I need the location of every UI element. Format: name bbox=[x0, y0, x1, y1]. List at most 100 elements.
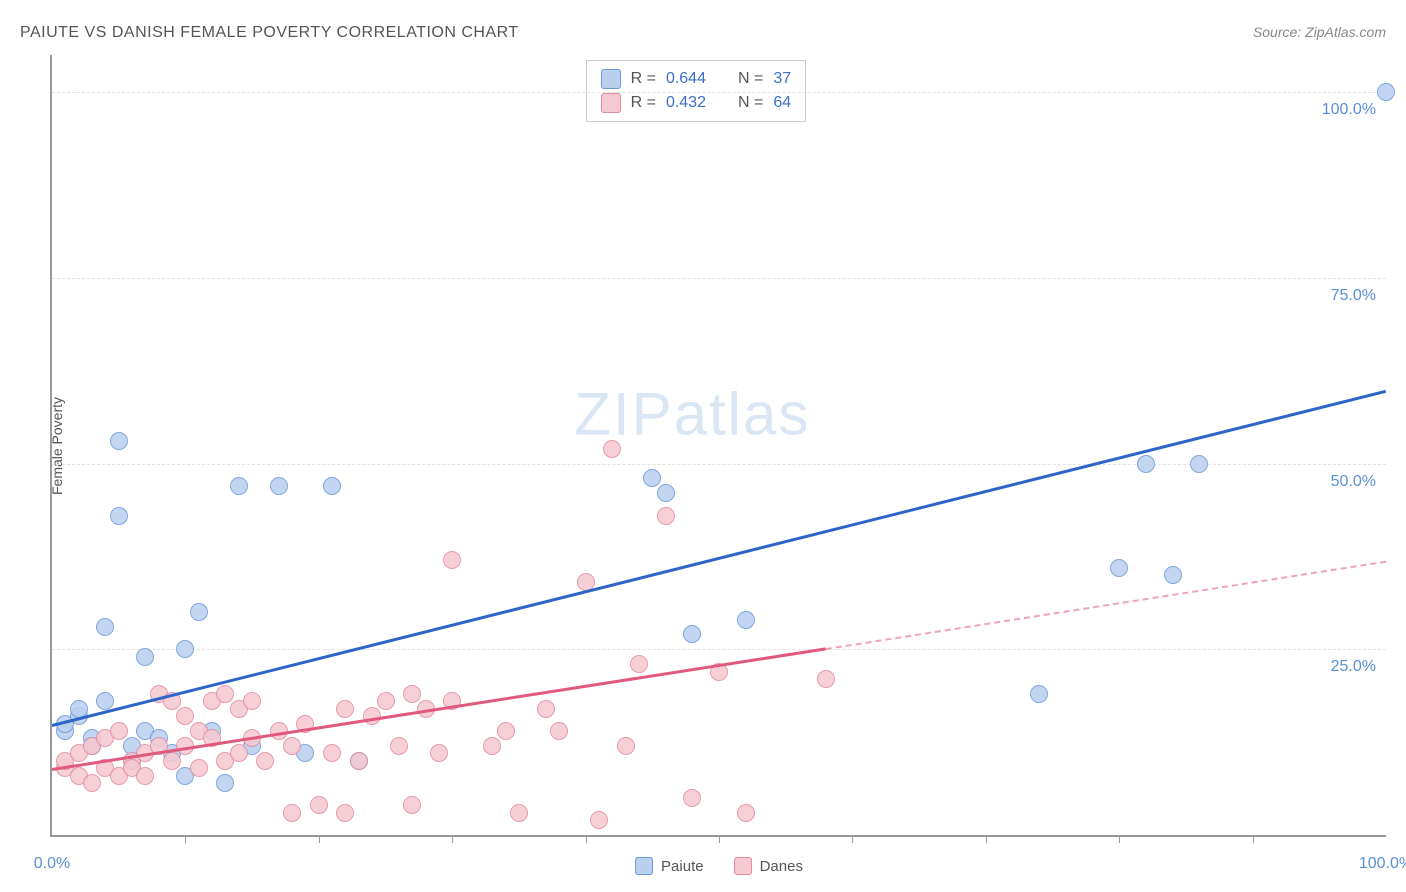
data-point bbox=[737, 804, 755, 822]
x-tick bbox=[319, 835, 320, 843]
data-point bbox=[683, 625, 701, 643]
data-point bbox=[443, 551, 461, 569]
r-label: R = bbox=[631, 94, 656, 112]
gridline bbox=[52, 278, 1386, 279]
x-tick bbox=[452, 835, 453, 843]
data-point bbox=[256, 752, 274, 770]
data-point bbox=[590, 811, 608, 829]
data-point bbox=[96, 692, 114, 710]
x-tick bbox=[1119, 835, 1120, 843]
data-point bbox=[403, 796, 421, 814]
data-point bbox=[136, 648, 154, 666]
stats-legend-box: R = 0.644 N = 37 R = 0.432 N = 64 bbox=[586, 60, 807, 122]
legend-item: Paiute bbox=[635, 857, 704, 875]
data-point bbox=[110, 722, 128, 740]
y-tick-label: 50.0% bbox=[1331, 473, 1376, 491]
plot-area: ZIPatlas R =0.644N =37R =0.432N =64 Paiu… bbox=[50, 55, 1386, 837]
data-point bbox=[323, 477, 341, 495]
legend-swatch bbox=[601, 93, 621, 113]
data-point bbox=[497, 722, 515, 740]
y-tick-label: 75.0% bbox=[1331, 287, 1376, 305]
data-point bbox=[176, 707, 194, 725]
data-point bbox=[1377, 83, 1395, 101]
n-label: N = bbox=[738, 70, 763, 88]
data-point bbox=[737, 611, 755, 629]
data-point bbox=[377, 692, 395, 710]
data-point bbox=[1030, 685, 1048, 703]
gridline bbox=[52, 92, 1386, 93]
legend-label: Danes bbox=[760, 858, 803, 875]
legend-item: Danes bbox=[734, 857, 803, 875]
gridline bbox=[52, 649, 1386, 650]
source-attribution: Source: ZipAtlas.com bbox=[1253, 24, 1386, 40]
r-value: 0.644 bbox=[666, 70, 706, 88]
n-value: 64 bbox=[773, 94, 791, 112]
data-point bbox=[323, 744, 341, 762]
legend-label: Paiute bbox=[661, 858, 704, 875]
y-tick-label: 25.0% bbox=[1331, 658, 1376, 676]
data-point bbox=[336, 700, 354, 718]
data-point bbox=[403, 685, 421, 703]
data-point bbox=[310, 796, 328, 814]
x-tick bbox=[986, 835, 987, 843]
data-point bbox=[176, 640, 194, 658]
data-point bbox=[1110, 559, 1128, 577]
x-tick-label: 100.0% bbox=[1359, 855, 1406, 873]
data-point bbox=[1190, 455, 1208, 473]
x-tick bbox=[586, 835, 587, 843]
legend-swatch bbox=[601, 69, 621, 89]
chart-title: PAIUTE VS DANISH FEMALE POVERTY CORRELAT… bbox=[20, 24, 519, 42]
data-point bbox=[817, 670, 835, 688]
watermark: ZIPatlas bbox=[574, 379, 810, 448]
legend-swatch bbox=[734, 857, 752, 875]
data-point bbox=[136, 767, 154, 785]
data-point bbox=[510, 804, 528, 822]
data-point bbox=[110, 432, 128, 450]
x-tick bbox=[185, 835, 186, 843]
data-point bbox=[430, 744, 448, 762]
data-point bbox=[230, 744, 248, 762]
data-point bbox=[1137, 455, 1155, 473]
r-value: 0.432 bbox=[666, 94, 706, 112]
gridline bbox=[52, 464, 1386, 465]
trend-line bbox=[826, 560, 1387, 650]
data-point bbox=[657, 484, 675, 502]
data-point bbox=[230, 477, 248, 495]
data-point bbox=[243, 692, 261, 710]
data-point bbox=[83, 774, 101, 792]
data-point bbox=[643, 469, 661, 487]
data-point bbox=[283, 804, 301, 822]
data-point bbox=[110, 507, 128, 525]
data-point bbox=[190, 603, 208, 621]
data-point bbox=[96, 618, 114, 636]
series-legend: Paiute Danes bbox=[635, 857, 803, 875]
data-point bbox=[1164, 566, 1182, 584]
chart-container: PAIUTE VS DANISH FEMALE POVERTY CORRELAT… bbox=[0, 0, 1406, 892]
data-point bbox=[350, 752, 368, 770]
data-point bbox=[216, 685, 234, 703]
n-label: N = bbox=[738, 94, 763, 112]
data-point bbox=[657, 507, 675, 525]
data-point bbox=[336, 804, 354, 822]
x-tick bbox=[719, 835, 720, 843]
x-tick-label: 0.0% bbox=[34, 855, 70, 873]
data-point bbox=[550, 722, 568, 740]
data-point bbox=[190, 759, 208, 777]
stats-row: R = 0.644 N = 37 bbox=[601, 67, 792, 91]
data-point bbox=[270, 477, 288, 495]
stats-row: R = 0.432 N = 64 bbox=[601, 91, 792, 115]
data-point bbox=[617, 737, 635, 755]
data-point bbox=[390, 737, 408, 755]
data-point bbox=[537, 700, 555, 718]
x-tick bbox=[852, 835, 853, 843]
y-tick-label: 100.0% bbox=[1322, 101, 1376, 119]
data-point bbox=[216, 774, 234, 792]
legend-swatch bbox=[635, 857, 653, 875]
data-point bbox=[483, 737, 501, 755]
r-label: R = bbox=[631, 70, 656, 88]
data-point bbox=[283, 737, 301, 755]
data-point bbox=[683, 789, 701, 807]
n-value: 37 bbox=[773, 70, 791, 88]
x-tick bbox=[1253, 835, 1254, 843]
data-point bbox=[603, 440, 621, 458]
